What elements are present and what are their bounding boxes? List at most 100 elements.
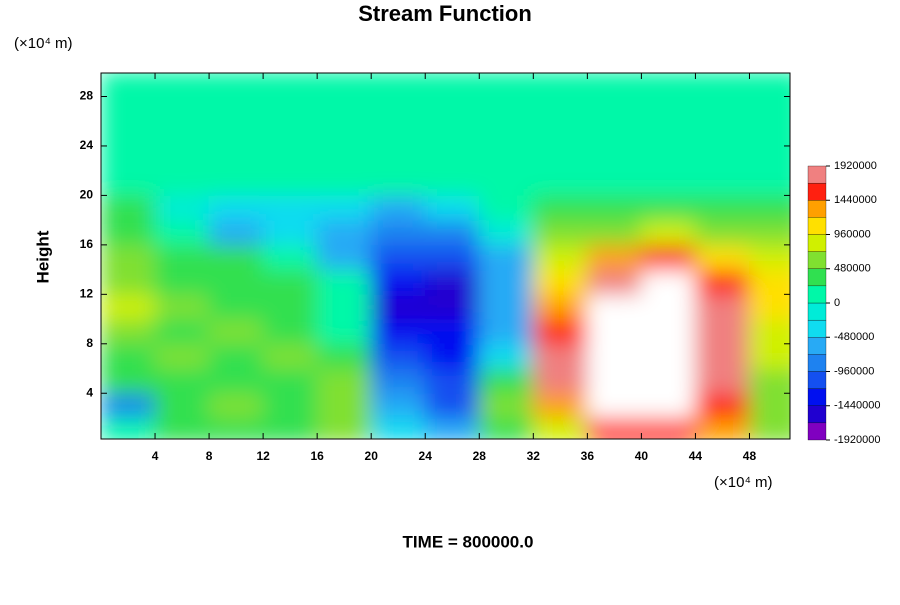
field-cell xyxy=(478,95,534,122)
field-cell xyxy=(532,293,588,320)
colorbar-band xyxy=(807,200,827,218)
field-cell xyxy=(694,343,750,370)
field-cell xyxy=(262,120,318,147)
colorbar-label: -1920000 xyxy=(834,434,881,446)
x-tick-label: 12 xyxy=(256,449,270,463)
y-tick-label: 8 xyxy=(86,336,93,350)
field-cell xyxy=(748,318,790,345)
x-tick-label: 44 xyxy=(689,449,703,463)
field-cell xyxy=(694,219,750,246)
field-cell xyxy=(208,368,264,394)
field-cell xyxy=(154,269,210,295)
field-cell xyxy=(532,392,588,419)
field-cell xyxy=(262,343,318,370)
field-cell xyxy=(208,244,264,271)
x-unit: (×10⁴ m) xyxy=(714,474,773,491)
field-cell xyxy=(424,73,480,97)
field-cell xyxy=(154,170,210,196)
field-cell xyxy=(424,392,480,419)
field-cell xyxy=(694,417,750,439)
colorbar-band xyxy=(807,388,827,406)
field-cell xyxy=(478,219,534,246)
field-cell xyxy=(262,95,318,122)
field-cell xyxy=(154,318,210,345)
plot-frame xyxy=(100,72,791,440)
field-cell xyxy=(424,170,480,196)
field-cell xyxy=(154,145,210,172)
field-cell xyxy=(101,244,156,271)
field-cell xyxy=(370,194,426,221)
field-cell xyxy=(694,170,750,196)
field-cell xyxy=(101,368,156,394)
x-tick-label: 48 xyxy=(743,449,757,463)
colorbar-band xyxy=(807,268,827,287)
field-cell xyxy=(478,293,534,320)
field-cell xyxy=(748,244,790,271)
field-cell xyxy=(586,95,642,122)
field-cell xyxy=(748,73,790,97)
y-unit: (×10⁴ m) xyxy=(14,35,73,52)
colorbar-band xyxy=(807,165,827,184)
field-cell xyxy=(424,244,480,271)
field-cell xyxy=(208,417,264,439)
y-tick-label: 20 xyxy=(80,188,94,202)
field-cell xyxy=(532,417,588,439)
y-tick-label: 12 xyxy=(80,287,94,301)
field-cell xyxy=(532,343,588,370)
field-cell xyxy=(424,269,480,295)
field-cell xyxy=(532,368,588,394)
colorbar-band xyxy=(807,302,827,321)
field-cell xyxy=(370,343,426,370)
field-cell xyxy=(262,368,318,394)
field-cell xyxy=(208,170,264,196)
colorbar-label: 480000 xyxy=(834,263,871,275)
field-cell xyxy=(748,392,790,419)
field-cell xyxy=(748,194,790,221)
field-cell xyxy=(478,194,534,221)
field-cell xyxy=(262,170,318,196)
colorbar-label: 0 xyxy=(834,297,840,309)
field-cell xyxy=(316,73,372,97)
field-cell xyxy=(101,170,156,196)
field-cell xyxy=(640,145,696,172)
field-cell xyxy=(532,170,588,196)
field-cell xyxy=(586,120,642,147)
field-cell xyxy=(424,145,480,172)
field-cell xyxy=(370,219,426,246)
field-cell xyxy=(370,170,426,196)
field-cell xyxy=(694,293,750,320)
field-cell xyxy=(154,343,210,370)
x-tick-label: 24 xyxy=(419,449,433,463)
colorbar-band xyxy=(807,405,827,424)
field-cell xyxy=(478,73,534,97)
field-cell xyxy=(370,368,426,394)
field-cell xyxy=(640,194,696,221)
field-cell xyxy=(586,293,642,320)
colorbar-band xyxy=(807,319,827,338)
field-cell xyxy=(208,318,264,345)
x-tick-label: 16 xyxy=(310,449,324,463)
field-cell xyxy=(208,120,264,147)
x-tick-label: 4 xyxy=(152,449,159,463)
field-cell xyxy=(478,318,534,345)
field-cell xyxy=(208,95,264,122)
field-cell xyxy=(316,170,372,196)
field-cell xyxy=(694,269,750,295)
field-cell xyxy=(748,343,790,370)
field-cell xyxy=(586,244,642,271)
field-cell xyxy=(370,318,426,345)
field-cell xyxy=(640,318,696,345)
colorbar-band xyxy=(807,251,827,269)
field-cell xyxy=(208,392,264,419)
field-cell xyxy=(586,417,642,439)
x-tick-label: 32 xyxy=(527,449,541,463)
colorbar-band xyxy=(807,217,827,235)
field-cell xyxy=(154,244,210,271)
field-cell xyxy=(694,194,750,221)
field-cell xyxy=(262,269,318,295)
field-cell xyxy=(316,343,372,370)
field-cell xyxy=(316,145,372,172)
field-cell xyxy=(316,318,372,345)
colorbar-label: 1920000 xyxy=(834,160,877,172)
